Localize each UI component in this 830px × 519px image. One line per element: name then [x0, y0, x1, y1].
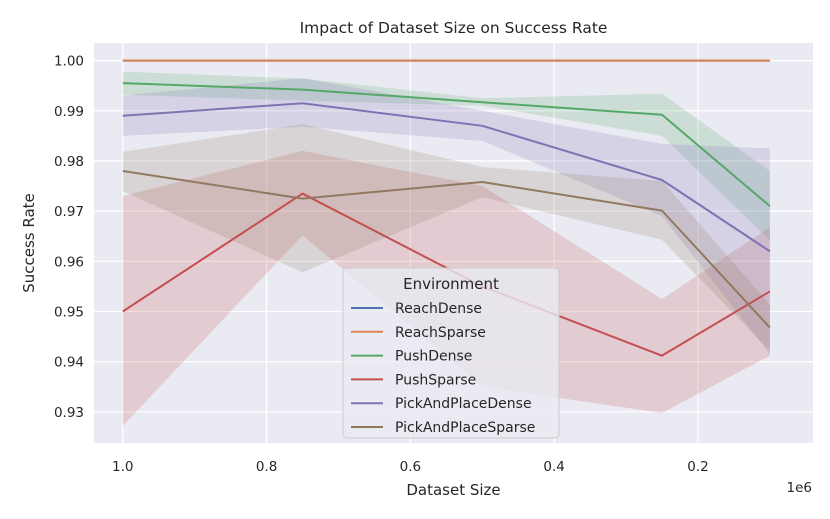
y-tick-label: 0.96 — [54, 254, 84, 270]
y-tick-label: 0.94 — [54, 355, 84, 371]
x-tick-label: 1.0 — [112, 459, 133, 475]
legend-title: Environment — [403, 275, 499, 293]
pick-and-place-dense-line — [122, 102, 771, 253]
y-tick-label: 0.95 — [54, 305, 84, 321]
legend-frame — [342, 267, 560, 439]
x-axis-label: Dataset Size — [406, 481, 500, 499]
y-tick-labels: 0.93 0.94 0.95 0.96 0.97 0.98 0.99 1.00 — [54, 54, 84, 421]
y-tick-label: 0.98 — [54, 154, 84, 170]
pick-and-place-sparse-line — [122, 169, 771, 329]
chart-title: Impact of Dataset Size on Success Rate — [300, 19, 608, 37]
y-tick-label: 1.00 — [54, 54, 84, 70]
x-tick-label: 0.8 — [256, 459, 277, 475]
push-dense-legend-label: PushDense — [395, 349, 472, 365]
pick-and-place-sparse-legend-label: PickAndPlaceSparse — [395, 420, 535, 436]
x-tick-label: 0.4 — [543, 459, 564, 475]
legend-items: ReachDense ReachSparse PushDense PushSparse… — [351, 301, 535, 436]
reach-dense-legend-label: ReachDense — [395, 301, 482, 317]
x-tick-labels: 1.0 0.8 0.6 0.4 0.2 — [112, 459, 709, 475]
push-dense-line — [122, 82, 771, 207]
legend: Environment ReachDense ReachSparse PushDen… — [342, 267, 560, 439]
x-offset-label: 1e6 — [787, 480, 812, 496]
grid — [94, 43, 813, 443]
pick-and-place-dense-legend-label: PickAndPlaceDense — [395, 396, 532, 412]
x-tick-label: 0.6 — [400, 459, 421, 475]
pick-and-place-dense-band — [122, 78, 770, 355]
push-sparse-legend-label: PushSparse — [395, 372, 476, 388]
push-dense-band — [122, 71, 770, 241]
y-tick-label: 0.97 — [54, 204, 84, 220]
y-axis-label: Success Rate — [20, 193, 38, 293]
x-tick-label: 0.2 — [687, 459, 708, 475]
reach-sparse-legend-label: ReachSparse — [395, 325, 486, 341]
y-tick-label: 0.93 — [54, 405, 84, 421]
pick-and-place-sparse-band — [122, 124, 770, 351]
y-tick-label: 0.99 — [54, 104, 84, 120]
